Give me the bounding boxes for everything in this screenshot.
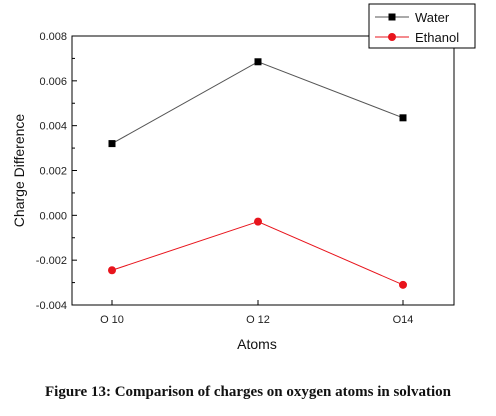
x-axis-title: Atoms bbox=[237, 336, 277, 352]
y-tick-label: 0.000 bbox=[39, 210, 67, 222]
series-layer bbox=[108, 58, 407, 289]
legend-label: Water bbox=[415, 10, 450, 25]
plot-area: 0.008 0.006 0.004 0.002 0.000 -0.002 -0.004 O … bbox=[36, 31, 455, 326]
data-point bbox=[108, 140, 116, 148]
x-tick-label: O 12 bbox=[246, 314, 270, 326]
legend-marker bbox=[388, 33, 396, 41]
series-water bbox=[108, 58, 407, 148]
line-chart: 0.008 0.006 0.004 0.002 0.000 -0.002 -0.004 O … bbox=[11, 3, 476, 352]
legend: Water Ethanol bbox=[368, 3, 476, 49]
series-ethanol bbox=[108, 217, 407, 289]
legend-label: Ethanol bbox=[415, 30, 459, 45]
data-point bbox=[399, 280, 407, 289]
y-axis: 0.008 0.006 0.004 0.002 0.000 -0.002 -0.004 bbox=[36, 31, 77, 312]
x-tick-label: O 10 bbox=[100, 314, 124, 326]
legend-box bbox=[368, 3, 476, 49]
y-tick-label: -0.002 bbox=[36, 255, 67, 267]
figure-caption: Figure 13: Comparison of charges on oxyg… bbox=[45, 384, 451, 400]
y-tick-label: 0.004 bbox=[39, 121, 67, 133]
data-point bbox=[399, 114, 407, 122]
y-tick-label: 0.002 bbox=[39, 166, 67, 178]
x-axis: O 10 O 12 O14 bbox=[100, 300, 413, 326]
x-tick-label: O14 bbox=[393, 314, 414, 326]
legend-entry-ethanol: Ethanol bbox=[375, 30, 459, 45]
y-tick-label: -0.004 bbox=[36, 300, 67, 312]
data-point bbox=[108, 266, 116, 275]
y-axis-title: Charge Difference bbox=[11, 114, 27, 228]
data-point bbox=[254, 58, 262, 66]
y-tick-label: 0.008 bbox=[39, 31, 67, 43]
legend-marker bbox=[388, 13, 396, 21]
legend-entry-water: Water bbox=[375, 10, 450, 25]
y-tick-label: 0.006 bbox=[39, 76, 67, 88]
series-line bbox=[111, 61, 404, 145]
data-point bbox=[254, 217, 262, 226]
series-line bbox=[111, 221, 404, 286]
